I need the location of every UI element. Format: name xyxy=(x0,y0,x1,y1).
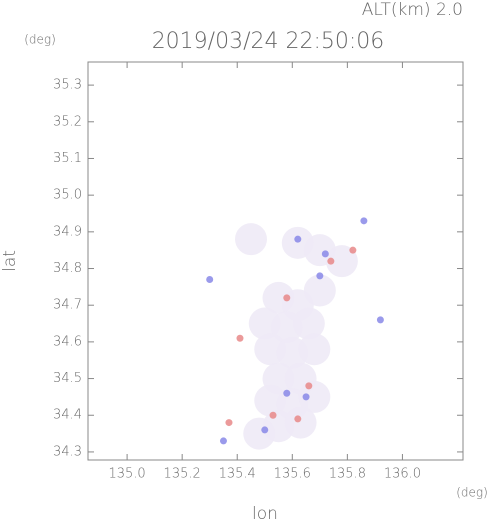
y-tick-label: 34.4 xyxy=(53,408,82,423)
y-tick-label: 35.2 xyxy=(53,114,82,129)
data-point xyxy=(298,333,331,366)
data-point xyxy=(305,382,313,390)
x-tick-label: 135.4 xyxy=(219,467,256,482)
y-tick-label: 34.5 xyxy=(53,371,82,386)
data-point xyxy=(325,245,358,278)
y-tick-label: 35.1 xyxy=(53,151,82,166)
data-point xyxy=(292,307,325,340)
x-tick-label: 135.8 xyxy=(329,467,366,482)
data-point xyxy=(316,272,324,280)
data-point xyxy=(376,316,384,324)
data-point xyxy=(236,334,244,342)
data-point xyxy=(243,417,276,450)
y-axis-label: lat xyxy=(0,250,20,272)
data-point xyxy=(225,419,233,427)
data-point xyxy=(234,223,267,256)
data-point xyxy=(349,246,357,254)
y-tick-label: 34.9 xyxy=(53,224,82,239)
data-point xyxy=(283,294,291,302)
data-point xyxy=(303,274,336,307)
data-point xyxy=(284,406,317,439)
data-point xyxy=(294,415,302,423)
data-point xyxy=(298,380,331,413)
y-tick-label: 34.8 xyxy=(53,261,82,276)
data-point xyxy=(269,411,277,419)
chart-subtitle: ALT(km) 2.0 xyxy=(362,0,463,20)
y-unit: (deg) xyxy=(24,33,56,47)
y-tick-label: 34.3 xyxy=(53,444,82,459)
x-tick-label: 136.0 xyxy=(384,467,421,482)
x-tick-label: 135.0 xyxy=(108,467,145,482)
data-point xyxy=(294,235,302,243)
data-point xyxy=(327,257,335,265)
x-tick-label: 135.2 xyxy=(164,467,201,482)
x-tick-label: 135.6 xyxy=(274,467,311,482)
x-unit: (deg) xyxy=(456,486,488,500)
data-point xyxy=(219,437,227,445)
data-point xyxy=(206,276,214,284)
y-tick-label: 34.6 xyxy=(53,334,82,349)
x-axis-label: lon xyxy=(252,504,278,521)
plot-frame xyxy=(87,61,464,461)
data-point xyxy=(321,250,329,258)
data-point xyxy=(283,389,291,397)
data-point xyxy=(302,393,310,401)
data-point xyxy=(261,426,269,434)
data-point xyxy=(360,217,368,225)
y-tick-label: 34.7 xyxy=(53,298,82,313)
y-tick-label: 35.3 xyxy=(53,78,82,93)
chart-title: 2019/03/24 22:50:06 xyxy=(152,29,385,54)
y-tick-label: 35.0 xyxy=(53,188,82,203)
